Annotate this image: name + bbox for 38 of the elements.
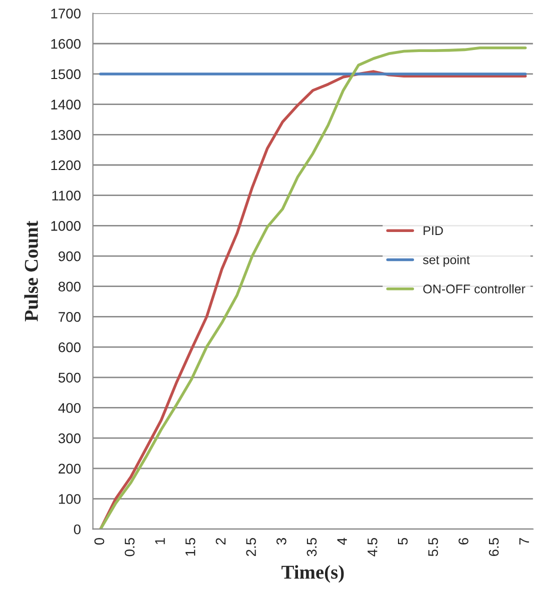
y-tick-label: 300 [58, 433, 81, 444]
y-tick-label: 1100 [52, 190, 81, 201]
x-tick-label: 3 [276, 538, 286, 545]
x-tick-label: 0.5 [124, 538, 135, 556]
y-tick-label: 100 [59, 494, 81, 504]
legend-label: PID [424, 226, 443, 235]
legend-label: set point [422, 255, 470, 267]
y-tick-label: 600 [58, 342, 81, 352]
y-tick-label: 200 [58, 464, 81, 474]
x-tick-label: 2 [216, 538, 226, 544]
x-tick-label: 7 [519, 538, 529, 544]
x-tick-label: 5 [398, 538, 408, 545]
y-axis-title: Pulse Count [24, 220, 38, 322]
x-tick-label: 4.5 [368, 538, 378, 556]
y-tick-label: 1500 [51, 69, 81, 80]
x-tick-label: 1.5 [186, 538, 196, 556]
y-tick-label: 500 [58, 372, 81, 383]
y-tick-label: 1600 [51, 38, 81, 49]
x-tick-label: 6 [458, 538, 468, 544]
y-tick-label: 400 [58, 403, 81, 413]
x-tick-label: 5.5 [428, 538, 438, 556]
x-tick-label: 2.5 [246, 538, 256, 556]
x-axis-title: Time(s) [282, 565, 344, 583]
y-tick-label: 1400 [51, 100, 81, 110]
y-tick-label: 1000 [51, 221, 81, 231]
y-tick-label: 700 [58, 312, 81, 322]
x-tick-label: 3.5 [306, 538, 317, 556]
legend-label: ON-OFF controller [423, 284, 526, 294]
y-tick-label: 0 [74, 524, 81, 534]
x-tick-label: 4 [337, 538, 347, 545]
y-tick-label: 1300 [51, 130, 81, 140]
y-tick-label: 900 [58, 251, 81, 262]
x-tick-label: 1 [155, 538, 165, 544]
y-tick-label: 800 [58, 282, 81, 292]
y-tick-label: 1700 [51, 8, 81, 18]
x-tick-label: 0 [94, 538, 104, 545]
y-tick-label: 1200 [51, 160, 81, 170]
x-tick-label: 6.5 [488, 538, 499, 556]
